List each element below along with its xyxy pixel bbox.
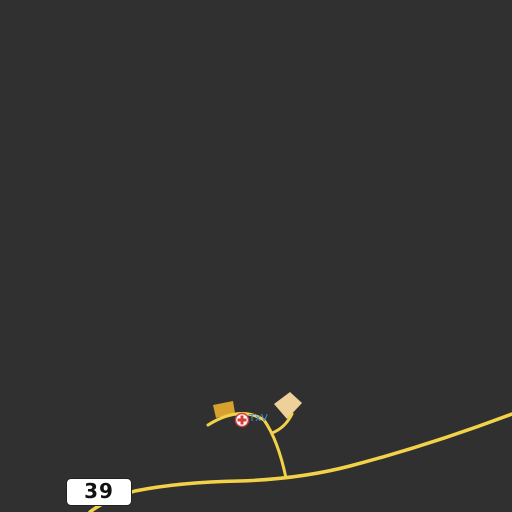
local-road-spur[interactable] [270,412,294,435]
route-shield-39[interactable]: 39 [66,478,132,506]
route-shield-label: 39 [84,479,114,503]
building-tan[interactable] [274,392,302,419]
main-road[interactable] [88,412,512,512]
poi-label[interactable]: TxV [249,413,268,424]
medical-cross-icon[interactable] [234,412,250,428]
local-road-loop[interactable] [206,412,288,480]
